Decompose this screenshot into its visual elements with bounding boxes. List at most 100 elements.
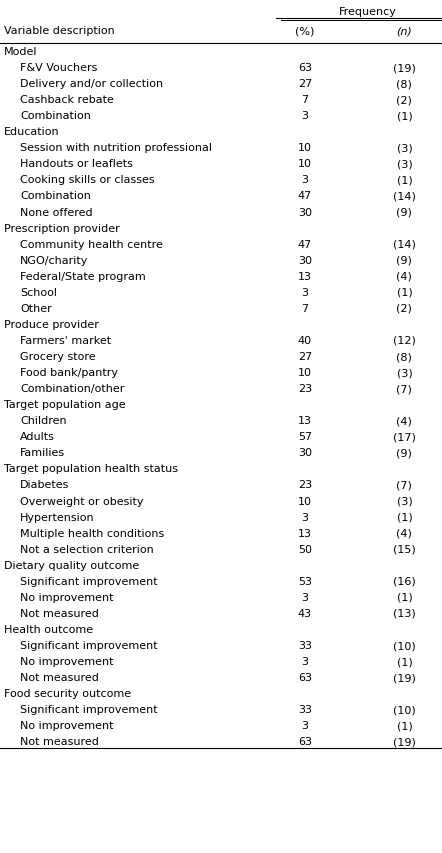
Text: (14): (14) [393, 191, 416, 201]
Text: (3): (3) [396, 368, 412, 378]
Text: (16): (16) [393, 576, 416, 586]
Text: 3: 3 [301, 512, 309, 522]
Text: Not measured: Not measured [20, 672, 99, 682]
Text: Target population health status: Target population health status [4, 464, 178, 474]
Text: Health outcome: Health outcome [4, 624, 93, 635]
Text: Significant improvement: Significant improvement [20, 641, 158, 650]
Text: (1): (1) [396, 287, 412, 298]
Text: (1): (1) [396, 111, 412, 121]
Text: (12): (12) [393, 335, 416, 345]
Text: 10: 10 [298, 143, 312, 154]
Text: 47: 47 [298, 191, 312, 201]
Text: 40: 40 [298, 335, 312, 345]
Text: (9): (9) [396, 207, 412, 218]
Text: 3: 3 [301, 111, 309, 121]
Text: Produce provider: Produce provider [4, 320, 99, 329]
Text: Multiple health conditions: Multiple health conditions [20, 528, 164, 538]
Text: Federal/State program: Federal/State program [20, 271, 146, 281]
Text: Combination: Combination [20, 191, 91, 201]
Text: Food security outcome: Food security outcome [4, 688, 131, 699]
Text: Significant improvement: Significant improvement [20, 576, 158, 586]
Text: Not measured: Not measured [20, 736, 99, 746]
Text: 10: 10 [298, 160, 312, 169]
Text: (1): (1) [396, 512, 412, 522]
Text: 7: 7 [301, 304, 309, 314]
Text: No improvement: No improvement [20, 656, 114, 666]
Text: (8): (8) [396, 79, 412, 89]
Text: 30: 30 [298, 255, 312, 265]
Text: 13: 13 [298, 528, 312, 538]
Text: (1): (1) [396, 721, 412, 730]
Text: (13): (13) [393, 608, 416, 618]
Text: (n): (n) [396, 26, 412, 37]
Text: 7: 7 [301, 95, 309, 105]
Text: 30: 30 [298, 448, 312, 458]
Text: (4): (4) [396, 528, 412, 538]
Text: (1): (1) [396, 175, 412, 185]
Text: (2): (2) [396, 304, 412, 314]
Text: (15): (15) [393, 544, 416, 554]
Text: (9): (9) [396, 448, 412, 458]
Text: Cashback rebate: Cashback rebate [20, 95, 114, 105]
Text: 57: 57 [298, 432, 312, 442]
Text: Combination/other: Combination/other [20, 384, 125, 394]
Text: 13: 13 [298, 415, 312, 426]
Text: 63: 63 [298, 736, 312, 746]
Text: 3: 3 [301, 656, 309, 666]
Text: Handouts or leaflets: Handouts or leaflets [20, 160, 133, 169]
Text: (%): (%) [295, 26, 315, 37]
Text: No improvement: No improvement [20, 721, 114, 730]
Text: School: School [20, 287, 57, 298]
Text: Target population age: Target population age [4, 400, 125, 409]
Text: (3): (3) [396, 496, 412, 506]
Text: Delivery and/or collection: Delivery and/or collection [20, 79, 164, 89]
Text: 3: 3 [301, 592, 309, 602]
Text: Prescription provider: Prescription provider [4, 223, 119, 234]
Text: Grocery store: Grocery store [20, 351, 96, 362]
Text: 50: 50 [298, 544, 312, 554]
Text: Not a selection criterion: Not a selection criterion [20, 544, 154, 554]
Text: 43: 43 [298, 608, 312, 618]
Text: (19): (19) [393, 736, 416, 746]
Text: Diabetes: Diabetes [20, 480, 70, 490]
Text: Community health centre: Community health centre [20, 240, 163, 249]
Text: Other: Other [20, 304, 52, 314]
Text: F&V Vouchers: F&V Vouchers [20, 63, 98, 73]
Text: Cooking skills or classes: Cooking skills or classes [20, 175, 155, 185]
Text: Dietary quality outcome: Dietary quality outcome [4, 560, 139, 570]
Text: 10: 10 [298, 368, 312, 378]
Text: (2): (2) [396, 95, 412, 105]
Text: (10): (10) [393, 641, 416, 650]
Text: (1): (1) [396, 656, 412, 666]
Text: Education: Education [4, 127, 59, 137]
Text: 30: 30 [298, 207, 312, 218]
Text: (9): (9) [396, 255, 412, 265]
Text: 13: 13 [298, 271, 312, 281]
Text: 3: 3 [301, 721, 309, 730]
Text: NGO/charity: NGO/charity [20, 255, 89, 265]
Text: Model: Model [4, 47, 37, 57]
Text: Significant improvement: Significant improvement [20, 705, 158, 715]
Text: (19): (19) [393, 672, 416, 682]
Text: Adults: Adults [20, 432, 55, 442]
Text: 3: 3 [301, 287, 309, 298]
Text: 33: 33 [298, 705, 312, 715]
Text: Frequency: Frequency [339, 7, 397, 17]
Text: Variable description: Variable description [4, 26, 114, 37]
Text: (4): (4) [396, 271, 412, 281]
Text: (19): (19) [393, 63, 416, 73]
Text: 10: 10 [298, 496, 312, 506]
Text: None offered: None offered [20, 207, 93, 218]
Text: (14): (14) [393, 240, 416, 249]
Text: (17): (17) [393, 432, 416, 442]
Text: 53: 53 [298, 576, 312, 586]
Text: 63: 63 [298, 63, 312, 73]
Text: Families: Families [20, 448, 65, 458]
Text: 3: 3 [301, 175, 309, 185]
Text: 23: 23 [298, 480, 312, 490]
Text: (8): (8) [396, 351, 412, 362]
Text: (4): (4) [396, 415, 412, 426]
Text: 23: 23 [298, 384, 312, 394]
Text: (10): (10) [393, 705, 416, 715]
Text: Not measured: Not measured [20, 608, 99, 618]
